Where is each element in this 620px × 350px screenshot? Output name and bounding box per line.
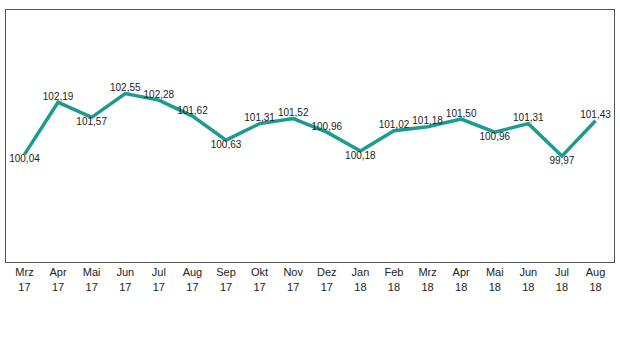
- svg-text:Mrz18: Mrz18: [418, 266, 436, 292]
- svg-text:100,96: 100,96: [312, 121, 343, 132]
- svg-text:Sep17: Sep17: [216, 266, 236, 292]
- svg-text:102,19: 102,19: [43, 91, 74, 102]
- svg-text:102,28: 102,28: [144, 89, 175, 100]
- svg-text:Nov17: Nov17: [283, 266, 303, 292]
- svg-text:101,52: 101,52: [278, 107, 309, 118]
- svg-text:Jul17: Jul17: [152, 266, 166, 292]
- svg-text:101,31: 101,31: [244, 112, 275, 123]
- svg-text:101,50: 101,50: [446, 108, 477, 119]
- svg-text:101,18: 101,18: [412, 115, 443, 126]
- svg-text:99,97: 99,97: [549, 155, 574, 166]
- svg-text:101,31: 101,31: [513, 112, 544, 123]
- svg-text:Mai17: Mai17: [83, 266, 101, 292]
- svg-text:101,57: 101,57: [76, 116, 107, 127]
- svg-text:Apr18: Apr18: [453, 266, 470, 292]
- svg-text:Jun17: Jun17: [116, 266, 134, 292]
- svg-text:Aug17: Aug17: [183, 266, 203, 292]
- svg-text:Mai18: Mai18: [486, 266, 504, 292]
- svg-text:Jul18: Jul18: [555, 266, 569, 292]
- svg-text:101,62: 101,62: [177, 105, 208, 116]
- svg-text:Jun18: Jun18: [519, 266, 537, 292]
- svg-text:Mrz17: Mrz17: [15, 266, 33, 292]
- svg-text:Jan18: Jan18: [352, 266, 370, 292]
- svg-text:Feb18: Feb18: [384, 266, 403, 292]
- svg-text:Aug18: Aug18: [586, 266, 606, 292]
- svg-text:Okt17: Okt17: [251, 266, 268, 292]
- svg-text:100,18: 100,18: [345, 150, 376, 161]
- svg-text:Apr17: Apr17: [50, 266, 67, 292]
- svg-text:Dez17: Dez17: [317, 266, 337, 292]
- svg-text:100,04: 100,04: [9, 153, 40, 164]
- svg-text:100,96: 100,96: [479, 131, 510, 142]
- svg-text:101,02: 101,02: [379, 119, 410, 130]
- svg-text:101,43: 101,43: [580, 109, 611, 120]
- svg-text:100,63: 100,63: [211, 139, 242, 150]
- svg-text:102,55: 102,55: [110, 82, 141, 93]
